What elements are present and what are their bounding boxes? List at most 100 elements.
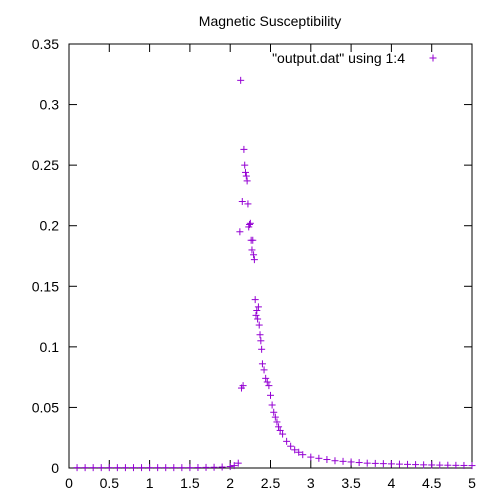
- data-point: [371, 459, 379, 467]
- x-tick-label: 4: [388, 475, 396, 491]
- data-point: [347, 458, 355, 466]
- data-point: [260, 366, 268, 374]
- y-tick-label: 0: [51, 460, 59, 476]
- data-point: [244, 200, 252, 208]
- data-point: [113, 464, 121, 472]
- data-point: [355, 459, 363, 467]
- data-point: [452, 461, 460, 469]
- data-point: [210, 463, 218, 471]
- data-point: [331, 457, 339, 465]
- data-point: [404, 460, 412, 468]
- data-point: [270, 408, 278, 416]
- data-point: [249, 236, 257, 244]
- axis-ticks: 0 0.5 1 1.5 2 2.5 3 3.5 4 4.5 5 0 0.05 0.1 0.15 0.2 0.25…: [32, 36, 476, 491]
- x-tick-label: 3: [307, 475, 315, 491]
- data-points: [73, 76, 476, 472]
- data-point: [275, 423, 283, 431]
- data-point: [239, 382, 247, 390]
- y-tick-label: 0.25: [32, 157, 59, 173]
- data-point: [254, 315, 262, 323]
- data-point: [276, 426, 284, 434]
- data-point: [202, 463, 210, 471]
- data-point: [105, 464, 113, 472]
- data-point: [283, 437, 291, 445]
- data-point: [428, 461, 436, 469]
- x-tick-label: 0: [65, 475, 73, 491]
- data-point: [129, 464, 137, 472]
- data-point: [258, 345, 266, 353]
- chart-title: Magnetic Susceptibility: [199, 13, 341, 29]
- data-point: [307, 453, 315, 461]
- data-point: [186, 464, 194, 472]
- y-tick-label: 0.35: [32, 36, 59, 52]
- data-point: [121, 464, 129, 472]
- data-point: [468, 462, 476, 470]
- data-point: [154, 464, 162, 472]
- data-point: [379, 460, 387, 468]
- data-point: [323, 456, 331, 464]
- data-point: [81, 464, 89, 472]
- data-point: [387, 460, 395, 468]
- data-point: [295, 448, 303, 456]
- data-point: [279, 430, 287, 438]
- data-point: [460, 461, 468, 469]
- data-point: [138, 464, 146, 472]
- data-point: [241, 161, 249, 169]
- data-point: [242, 168, 250, 176]
- data-point: [240, 145, 248, 153]
- data-point: [299, 451, 307, 459]
- data-point: [248, 246, 256, 254]
- data-point: [226, 463, 234, 471]
- data-point: [287, 442, 295, 450]
- data-point: [250, 256, 258, 264]
- data-point: [436, 461, 444, 469]
- data-point: [271, 413, 279, 421]
- data-point: [230, 462, 238, 470]
- data-point: [146, 464, 154, 472]
- data-point: [395, 460, 403, 468]
- y-tick-label: 0.3: [40, 97, 60, 113]
- data-point: [246, 221, 254, 229]
- data-point: [363, 459, 371, 467]
- data-point: [315, 454, 323, 462]
- data-point: [97, 464, 105, 472]
- y-tick-label: 0.1: [40, 339, 60, 355]
- data-point: [254, 303, 262, 311]
- x-tick-label: 1.5: [180, 475, 200, 491]
- data-point: [412, 461, 420, 469]
- data-point: [255, 321, 263, 329]
- data-point: [162, 464, 170, 472]
- data-point: [253, 307, 261, 315]
- x-tick-label: 5: [468, 475, 476, 491]
- data-point: [263, 378, 271, 386]
- data-point: [444, 461, 452, 469]
- data-point: [273, 418, 281, 426]
- data-point: [265, 382, 273, 390]
- data-point: [291, 446, 299, 454]
- y-tick-label: 0.05: [32, 399, 59, 415]
- data-point: [251, 296, 259, 304]
- data-point: [234, 459, 242, 467]
- y-tick-label: 0.2: [40, 218, 60, 234]
- data-point: [257, 337, 265, 345]
- data-point: [178, 464, 186, 472]
- x-tick-label: 4.5: [422, 475, 442, 491]
- data-point: [236, 228, 244, 236]
- data-point: [267, 391, 274, 399]
- data-point: [250, 251, 258, 259]
- data-point: [262, 374, 270, 382]
- data-point: [194, 464, 202, 472]
- data-point: [170, 464, 178, 472]
- plot-frame: [68, 43, 473, 469]
- data-point: [339, 457, 347, 465]
- x-tick-label: 2.5: [261, 475, 281, 491]
- data-point: [89, 464, 97, 472]
- legend-label: "output.dat" using 1:4: [272, 50, 405, 66]
- x-tick-label: 3.5: [341, 475, 361, 491]
- data-point: [238, 197, 246, 205]
- x-tick-label: 2: [226, 475, 234, 491]
- data-point: [256, 331, 264, 339]
- data-point: [268, 401, 276, 409]
- data-point: [242, 172, 250, 180]
